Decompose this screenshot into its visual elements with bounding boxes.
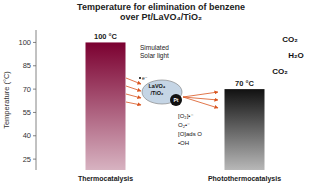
y-tick [33,65,36,66]
text-line: over Pt/LaVO₄/TiO₂ [120,12,202,22]
bar [86,42,126,170]
y-tick-label: 25 [23,155,31,164]
incoming-light-arrow [126,102,141,105]
outgoing-arrow [183,97,218,108]
bars [86,42,265,170]
incoming-light-arrow [126,94,141,98]
y-axis-label: Temperature (°C) [2,71,11,129]
y-tick-label: 40 [23,131,31,140]
y-tick [33,159,36,160]
annotation: CO₂ [272,67,288,76]
illustration [126,77,218,108]
y-axis-line [36,30,37,170]
electron-dot [139,77,141,79]
y-tick [33,112,36,113]
incoming-light-arrow [126,86,141,91]
incoming-light-arrow [126,78,141,84]
annotation: H₂O [288,51,304,60]
text-line: Pt [174,97,179,103]
text-line: CO₂ [282,35,298,44]
data-label: 100 °C [94,32,118,41]
x-tick-label: Photothermocatalysis [208,175,281,183]
annotation: LaVO₄/TiO₂ [149,83,166,96]
annotation: SimulatedSolar light [140,44,169,60]
y-tick [33,89,36,90]
bar [225,89,265,170]
title: Temperature for elimination of benzeneov… [77,2,245,22]
y-tick-label: 70 [23,85,31,94]
text-line: [O₂]•⁻ [178,113,194,119]
text-line: LaVO₄ [149,83,166,89]
text-line: Simulated [140,44,169,51]
chart: Temperature for elimination of benzeneov… [0,0,322,189]
y-tick-label: 55 [23,108,31,117]
annotation: •OH [178,140,189,146]
text-line: Temperature for elimination of benzene [77,2,245,12]
annotation: [O]ads O [178,131,202,137]
text-line: O₂•⁻ [178,122,190,128]
annotation: Pt [174,97,179,103]
text-line: H₂O [288,51,304,60]
text-line: e⁻ [142,75,148,81]
y-tick [33,135,36,136]
pt-particle [170,94,182,106]
text-line: •OH [178,140,189,146]
outgoing-arrow [183,92,218,97]
text-line: [O]ads O [178,131,202,137]
text-line: /TiO₂ [150,90,164,96]
catalyst [142,80,182,104]
annotation: [O₂]•⁻ [178,113,194,119]
y-tick-label: 85 [23,61,31,70]
annotation: e⁻ [142,75,148,81]
text-line: Solar light [140,52,169,60]
y-tick-label: 100 [18,38,31,47]
x-tick-label: Thermocatalysis [78,175,133,183]
annotation: O₂•⁻ [178,122,190,128]
y-tick [33,42,36,43]
data-label: 70 °C [235,79,254,88]
text-line: CO₂ [272,67,288,76]
annotation: CO₂ [282,35,298,44]
